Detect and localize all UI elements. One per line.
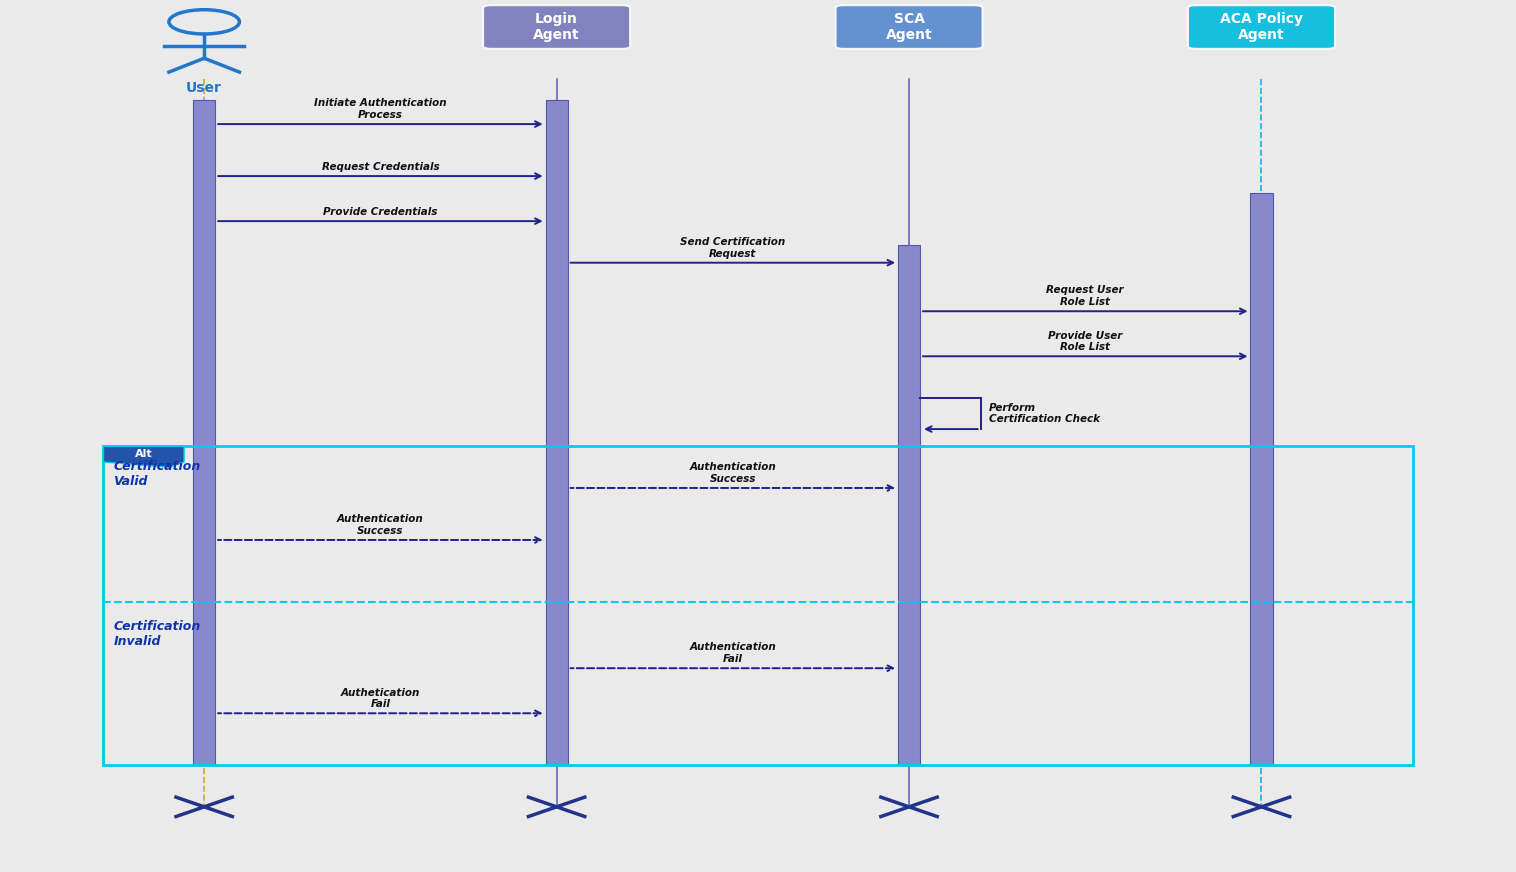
Text: Send Certification
Request: Send Certification Request <box>681 237 785 259</box>
FancyBboxPatch shape <box>1189 5 1336 49</box>
Polygon shape <box>103 446 183 467</box>
Bar <box>103 446 1413 766</box>
Text: Login
Agent: Login Agent <box>534 12 581 42</box>
Bar <box>546 99 567 766</box>
Text: Certification
Invalid: Certification Invalid <box>114 620 200 648</box>
Text: Provide Credentials: Provide Credentials <box>323 207 438 217</box>
Text: Authentication
Success: Authentication Success <box>337 514 424 535</box>
Text: Authentication
Success: Authentication Success <box>690 462 776 484</box>
Text: Request Credentials: Request Credentials <box>321 162 440 172</box>
Text: ACA Policy
Agent: ACA Policy Agent <box>1220 12 1302 42</box>
Text: Authetication
Fail: Authetication Fail <box>341 687 420 709</box>
Bar <box>897 245 920 766</box>
Text: Certification
Valid: Certification Valid <box>114 460 200 488</box>
FancyBboxPatch shape <box>835 5 982 49</box>
FancyBboxPatch shape <box>484 5 631 49</box>
Text: Provide User
Role List: Provide User Role List <box>1048 330 1122 352</box>
Text: Perform
Certification Check: Perform Certification Check <box>988 403 1099 425</box>
Bar <box>1251 194 1272 766</box>
Text: Authentication
Fail: Authentication Fail <box>690 643 776 664</box>
Text: Initiate Authentication
Process: Initiate Authentication Process <box>314 99 447 120</box>
Bar <box>193 99 215 766</box>
Text: SCA
Agent: SCA Agent <box>885 12 932 42</box>
Text: Request User
Role List: Request User Role List <box>1046 285 1123 307</box>
Text: User: User <box>186 81 223 95</box>
Text: Alt: Alt <box>135 449 153 460</box>
